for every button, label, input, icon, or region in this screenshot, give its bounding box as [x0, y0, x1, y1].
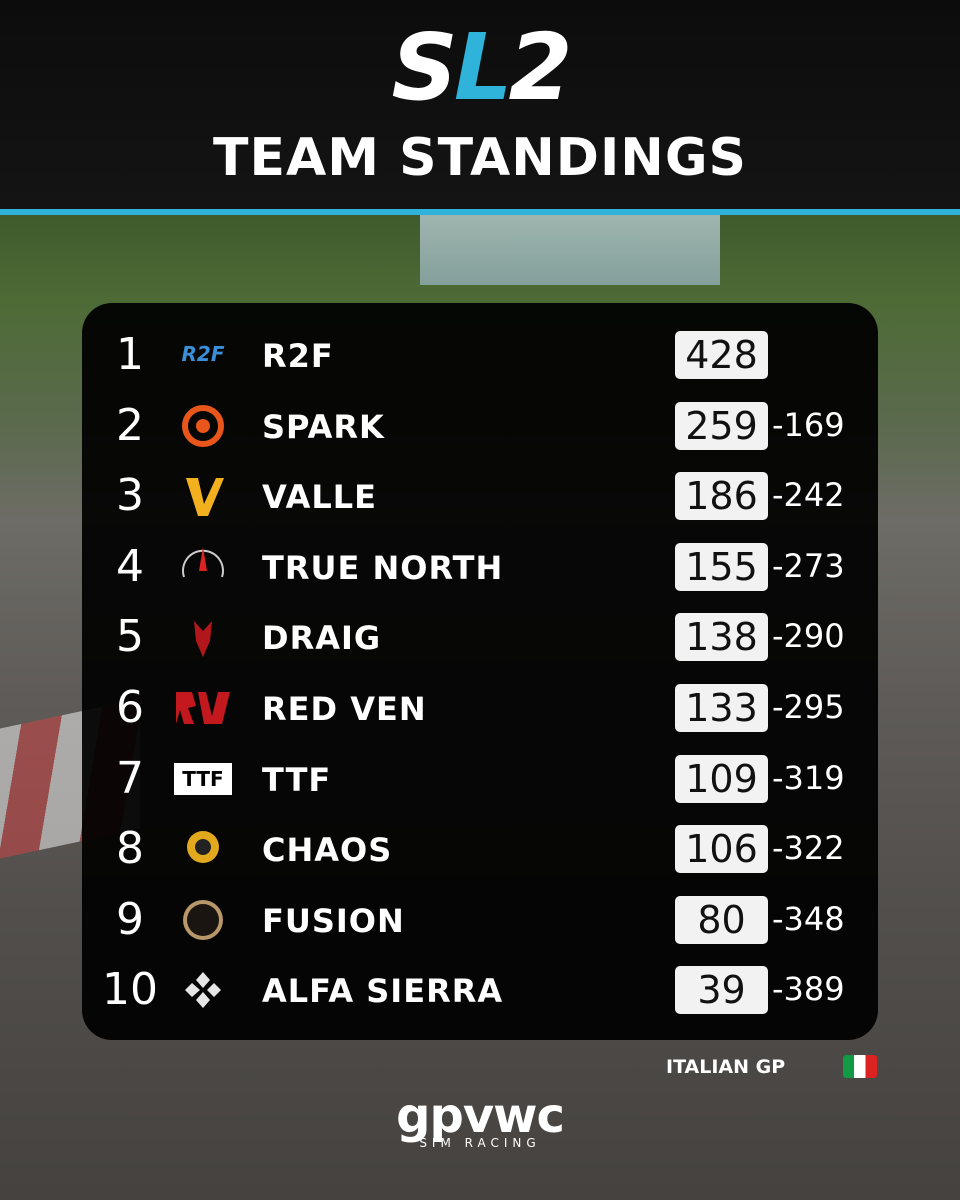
logo-shape: [187, 831, 219, 864]
position: 6: [116, 682, 144, 733]
race-label: ITALIAN GP: [666, 1056, 786, 1078]
position: 3: [116, 470, 144, 522]
team-name: FUSION: [262, 901, 405, 940]
team-logo: R2F: [172, 325, 234, 385]
logo-shape: [182, 404, 224, 447]
position: 8: [116, 823, 144, 875]
position: 1: [116, 329, 144, 380]
points: 109: [675, 754, 768, 803]
points-gap: -273: [772, 546, 845, 585]
team-name: ALFA SIERRA: [262, 972, 504, 1011]
team-name: TTF: [262, 760, 332, 799]
logo-part: L: [453, 14, 513, 121]
points: 155: [675, 542, 768, 591]
team-name: R2F: [262, 337, 334, 375]
header-stripe: [0, 209, 960, 215]
team-logo: [172, 466, 234, 526]
points-gap: -290: [772, 617, 845, 656]
team-logo: [172, 396, 234, 456]
standing-row: 8 CHAOS 106 -322: [82, 819, 878, 879]
standing-row: 2 SPARK 259 -169: [82, 396, 878, 456]
logo-shape: [183, 899, 223, 940]
points: 186: [675, 472, 768, 521]
points: 138: [675, 613, 768, 662]
brand-subtitle: SIM RACING: [419, 1136, 541, 1150]
position: 7: [116, 752, 144, 804]
logo-shape: [186, 478, 224, 517]
logo-shape: [194, 621, 212, 658]
team-logo: [172, 890, 234, 950]
points-gap: -242: [772, 476, 845, 515]
series-logo: SL2: [0, 14, 960, 121]
brand-logo: gpvwc: [396, 1088, 565, 1144]
position: 10: [102, 964, 158, 1016]
standing-row: 7 TTF TTF 109 -319: [82, 749, 878, 809]
team-name: VALLE: [262, 478, 377, 517]
title: TEAM STANDINGS: [213, 128, 747, 188]
header-banner: [0, 0, 960, 210]
points-gap: -169: [772, 405, 845, 444]
team-logo: TTF: [172, 749, 234, 809]
position: 4: [116, 540, 144, 592]
standing-row: 1 R2F R2F 428: [82, 325, 878, 385]
points: 39: [675, 966, 768, 1015]
team-name: RED VEN: [262, 690, 427, 728]
logo-text: TTF: [174, 762, 232, 795]
logo-shape: [176, 692, 230, 724]
italy-flag: [843, 1055, 877, 1078]
points: 106: [675, 825, 768, 874]
team-logo: [172, 537, 234, 597]
position: 2: [116, 399, 144, 451]
standing-row: 4 TRUE NORTH 155 -273: [82, 537, 878, 597]
logo-shape: [185, 972, 221, 1009]
logo-part: S: [391, 14, 458, 121]
background-sky: [420, 215, 720, 285]
standing-row: 6 RED VEN 133 -295: [82, 678, 878, 738]
points: 428: [675, 331, 768, 379]
standing-row: 9 FUSION 80 -348: [82, 890, 878, 950]
team-name: SPARK: [262, 407, 385, 446]
team-name: DRAIG: [262, 619, 382, 658]
team-name: TRUE NORTH: [262, 548, 504, 587]
team-logo: [172, 607, 234, 667]
points-gap: -322: [772, 829, 845, 868]
points: 133: [675, 684, 768, 732]
logo-shape: [182, 546, 224, 578]
points: 80: [675, 895, 768, 944]
team-name: CHAOS: [262, 831, 393, 870]
team-logo: [172, 678, 234, 738]
standing-row: 5 DRAIG 138 -290: [82, 607, 878, 667]
position: 9: [116, 893, 144, 945]
standings-panel: 1 R2F R2F 428 2 SPARK 259 -169 3 VALLE 186 -242 4 TRU…: [82, 303, 878, 1040]
team-logo: [172, 819, 234, 879]
points-gap: -348: [772, 899, 845, 938]
standing-row: 10 ALFA SIERRA 39 -389: [82, 960, 878, 1020]
logo-text: R2F: [181, 342, 225, 366]
points-gap: -389: [772, 970, 845, 1009]
position: 5: [116, 611, 144, 663]
standing-row: 3 VALLE 186 -242: [82, 466, 878, 526]
team-logo: [172, 960, 234, 1020]
logo-part: 2: [508, 14, 572, 121]
points: 259: [675, 401, 768, 450]
points-gap: -319: [772, 758, 845, 797]
points-gap: -295: [772, 688, 845, 726]
